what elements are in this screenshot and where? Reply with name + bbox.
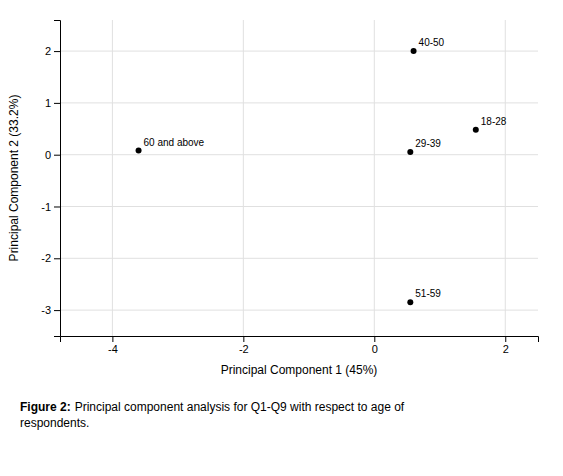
tick-mark [54, 206, 60, 207]
tick: -2 [239, 336, 249, 355]
tick-label: -4 [108, 343, 118, 355]
point [411, 48, 417, 54]
plot: -4 -2 0 2 -3 -2 -1 0 1 2 40-50 18-28 29-39 60 and abo… [7, 20, 539, 377]
chart: -4 -2 0 2 -3 -2 -1 0 1 2 40-50 18-28 29-39 60 and abo… [0, 0, 563, 476]
tick: -2 [41, 252, 60, 264]
tick-mark [505, 336, 506, 342]
grid-line [60, 51, 538, 52]
grid [60, 20, 538, 336]
point [407, 299, 413, 305]
caption: Figure 2: Principal component analysis fo… [20, 400, 405, 430]
grid-line [374, 20, 375, 336]
grid-line [112, 20, 113, 336]
y-axis-title: Principal Component 2 (33.2%) [7, 95, 21, 262]
tick: 2 [45, 45, 60, 57]
tick: -4 [108, 336, 118, 355]
point-labels: 40-50 18-28 29-39 60 and above 51-59 [144, 37, 507, 299]
caption-label: Figure 2: [20, 400, 71, 414]
tick: 0 [372, 336, 378, 355]
tick-mark [54, 258, 60, 259]
tick-mark [54, 310, 60, 311]
tick-label: -2 [41, 252, 51, 264]
grid-line [505, 20, 506, 336]
tick-label: 1 [45, 97, 51, 109]
x-axis: -4 -2 0 2 [61, 336, 539, 355]
point [136, 148, 142, 154]
tick-label: -3 [41, 304, 51, 316]
y-axis: -3 -2 -1 0 1 2 [41, 21, 60, 337]
point-label: 60 and above [144, 137, 205, 148]
point-label: 18-28 [481, 116, 507, 127]
tick-mark [243, 336, 244, 342]
point-label: 29-39 [415, 138, 441, 149]
tick-label: -2 [239, 343, 249, 355]
tick: -1 [41, 201, 60, 213]
tick: 1 [45, 97, 60, 109]
tick-label: -1 [41, 201, 51, 213]
tick-mark [112, 336, 113, 342]
tick-mark [54, 103, 60, 104]
grid-line [60, 206, 538, 207]
point [473, 127, 479, 133]
axis-line [61, 337, 539, 343]
grid-line [243, 20, 244, 336]
point-label: 51-59 [415, 288, 441, 299]
axis-line [54, 21, 61, 337]
grid-line [60, 258, 538, 259]
x-axis-title: Principal Component 1 (45%) [221, 363, 378, 377]
tick: 2 [503, 336, 509, 355]
tick: 0 [45, 149, 60, 161]
tick-label: 2 [503, 343, 509, 355]
tick-label: 2 [45, 45, 51, 57]
point-label: 40-50 [419, 37, 445, 48]
caption-text: respondents. [20, 416, 89, 430]
grid-line [60, 154, 538, 155]
tick-mark [54, 51, 60, 52]
point [407, 149, 413, 155]
tick-label: 0 [372, 343, 378, 355]
grid-line [60, 310, 538, 311]
tick: -3 [41, 304, 60, 316]
caption-text: Principal component analysis for Q1-Q9 w… [75, 400, 405, 414]
tick-mark [54, 155, 60, 156]
points [136, 48, 479, 305]
tick-label: 0 [45, 149, 51, 161]
tick-mark [374, 336, 375, 342]
grid-line [60, 102, 538, 103]
